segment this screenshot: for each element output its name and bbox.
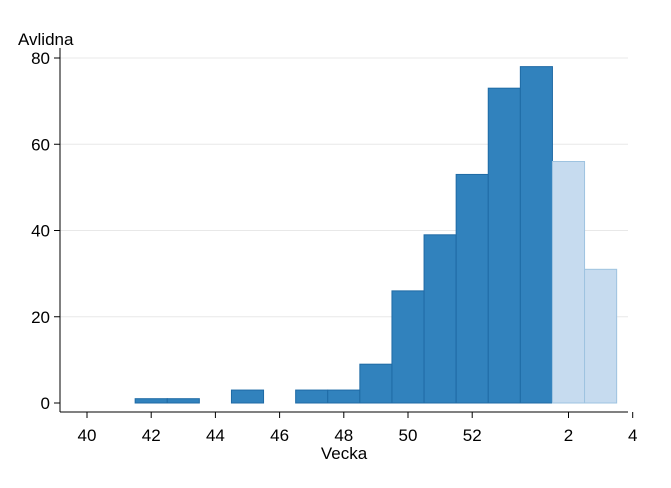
y-tick-label: 60 bbox=[31, 135, 50, 154]
bar-50 bbox=[391, 290, 425, 404]
x-tick-label: 52 bbox=[463, 426, 482, 445]
x-axis-label: Vecka bbox=[321, 444, 368, 463]
bar-49 bbox=[359, 363, 393, 404]
x-tick-label: 46 bbox=[270, 426, 289, 445]
x-tick-label: 44 bbox=[206, 426, 225, 445]
bar-51 bbox=[423, 234, 457, 404]
x-tick-label: 48 bbox=[334, 426, 353, 445]
bar-2 bbox=[551, 161, 586, 404]
x-tick-label: 42 bbox=[142, 426, 161, 445]
bar-52 bbox=[455, 173, 489, 404]
x-tick-label: 2 bbox=[564, 426, 573, 445]
bar-1 bbox=[519, 66, 553, 404]
y-ticks: 0 20 40 60 80 bbox=[31, 49, 60, 413]
x-ticks: 40 42 44 46 48 50 52 2 4 bbox=[78, 412, 637, 445]
y-tick-label: 20 bbox=[31, 308, 50, 327]
x-tick-label: 50 bbox=[399, 426, 418, 445]
bar-47 bbox=[295, 389, 329, 404]
y-tick-label: 0 bbox=[41, 394, 50, 413]
y-tick-label: 40 bbox=[31, 222, 50, 241]
bar-53 bbox=[487, 87, 521, 404]
y-axis-label: Avlidna bbox=[18, 30, 74, 49]
bar-3 bbox=[584, 268, 618, 404]
bar-48 bbox=[327, 389, 361, 404]
bars bbox=[134, 66, 618, 404]
x-tick-label: 4 bbox=[628, 426, 637, 445]
bar-45 bbox=[230, 389, 265, 404]
bar-43 bbox=[166, 398, 200, 404]
x-tick-label: 40 bbox=[78, 426, 97, 445]
bar-42 bbox=[134, 398, 168, 404]
y-tick-label: 80 bbox=[31, 49, 50, 68]
